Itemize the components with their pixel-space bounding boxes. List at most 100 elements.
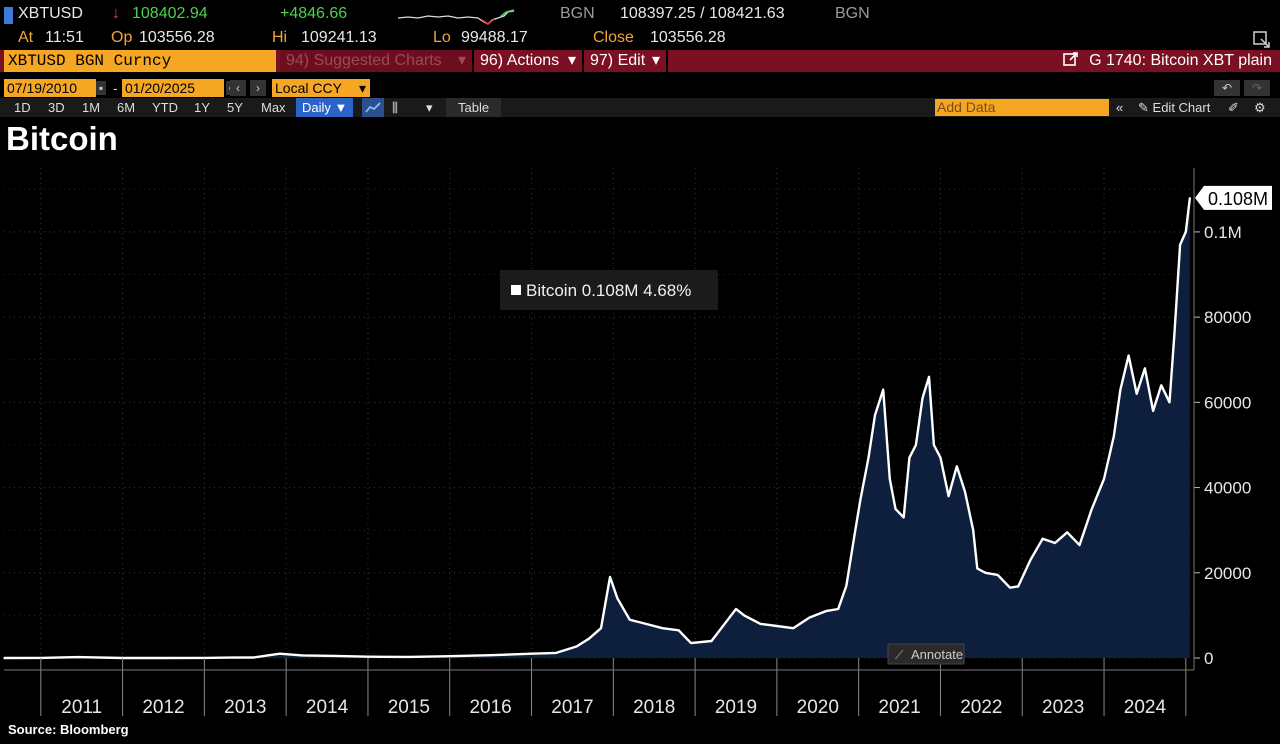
- period-3d[interactable]: 3D: [48, 100, 65, 115]
- period-1y[interactable]: 1Y: [194, 100, 210, 115]
- y-tick-label: 0.1M: [1204, 223, 1242, 242]
- high-label: Hi: [272, 29, 288, 46]
- y-tick-label: 0: [1204, 649, 1213, 668]
- x-tick-label: 2022: [960, 697, 1002, 718]
- edit-menu[interactable]: 97) Edit ▾: [584, 50, 666, 72]
- redo-icon[interactable]: ↷: [1244, 80, 1270, 96]
- period-ytd[interactable]: YTD: [152, 100, 178, 115]
- high-value: 109241.13: [301, 29, 377, 46]
- settings-gear-icon[interactable]: ⚙: [1254, 100, 1266, 115]
- frequency-select[interactable]: Daily ▼: [296, 98, 354, 117]
- undo-icon[interactable]: ↶: [1214, 80, 1240, 96]
- price-source: BGN: [560, 5, 595, 22]
- data-point: [1113, 435, 1115, 438]
- chart-code-title[interactable]: G 1740: Bitcoin XBT plain: [1063, 50, 1272, 72]
- security-field[interactable]: XBTUSD BGN Curncy: [4, 50, 276, 72]
- ticker-symbol[interactable]: XBTUSD: [18, 5, 83, 22]
- calendar-icon[interactable]: ▪: [96, 81, 106, 95]
- edit-chart-label: Edit Chart: [1152, 100, 1211, 115]
- x-tick-label: 2016: [469, 697, 511, 718]
- y-tick-label: 80000: [1204, 308, 1251, 327]
- data-point: [408, 656, 410, 658]
- data-point: [575, 645, 578, 648]
- start-date-input[interactable]: 07/19/2010: [4, 79, 96, 97]
- x-tick-label: 2019: [715, 697, 757, 718]
- legend-swatch: [511, 285, 521, 295]
- edit-layout-icon[interactable]: ✐: [1228, 100, 1239, 115]
- collapse-icon[interactable]: «: [1116, 100, 1124, 115]
- last-price: 108402.94: [132, 5, 208, 22]
- data-point: [939, 456, 942, 459]
- x-tick-label: 2023: [1042, 697, 1084, 718]
- period-5y[interactable]: 5Y: [227, 100, 243, 115]
- table-button[interactable]: Table: [446, 98, 502, 117]
- next-period-icon[interactable]: ›: [250, 80, 266, 96]
- expand-window-icon[interactable]: [1252, 28, 1272, 48]
- actions-menu[interactable]: 96) Actions ▾: [474, 50, 582, 72]
- date-separator: -: [113, 80, 118, 96]
- y-tick-label: 20000: [1204, 564, 1251, 583]
- data-point: [1160, 384, 1163, 387]
- series-area-bitcoin: [4, 197, 1190, 659]
- quote-row-primary: XBTUSD ↓ 108402.94 +4846.66 BGN 108397.2…: [0, 2, 1280, 26]
- open-label: Op: [111, 29, 133, 46]
- data-point: [882, 388, 885, 391]
- period-6m[interactable]: 6M: [117, 100, 136, 115]
- dropdown-caret-icon: ▾: [457, 52, 466, 69]
- series-line-bitcoin: [3, 197, 1192, 660]
- data-point: [956, 465, 958, 468]
- at-label: At: [18, 29, 34, 46]
- close-label: Close: [593, 29, 634, 46]
- function-bar: XBTUSD BGN Curncy 94) Suggested Charts ▾…: [0, 50, 1280, 72]
- add-data-input[interactable]: Add Data: [935, 99, 1109, 116]
- period-1m[interactable]: 1M: [82, 100, 101, 115]
- data-point: [867, 456, 870, 459]
- data-point: [888, 478, 891, 480]
- data-point: [489, 654, 492, 657]
- bid-ask: 108397.25 / 108421.63: [620, 5, 785, 22]
- chart-code-label: G 1740: Bitcoin XBT plain: [1089, 52, 1272, 69]
- data-point: [228, 656, 230, 659]
- low-value: 99488.17: [461, 29, 528, 46]
- suggested-charts-menu[interactable]: 94) Suggested Charts ▾: [280, 50, 472, 72]
- data-point: [162, 657, 165, 659]
- data-point: [874, 414, 876, 416]
- data-point: [587, 638, 590, 640]
- period-max[interactable]: Max: [261, 100, 286, 115]
- data-point: [661, 627, 664, 629]
- suggested-charts-label: 94) Suggested Charts: [286, 52, 442, 69]
- data-point: [947, 495, 950, 497]
- data-point: [1090, 508, 1093, 510]
- edit-chart-button[interactable]: ✎ Edit Chart: [1138, 98, 1210, 117]
- data-point: [792, 627, 795, 629]
- bitcoin-price-chart[interactable]: 0 20000 40000 60000 80000 0.1M 2011 2012 2013 201…: [0, 160, 1280, 720]
- data-point: [743, 614, 745, 617]
- x-tick-label: 2021: [878, 697, 920, 718]
- period-1d[interactable]: 1D: [14, 100, 31, 115]
- annotate-button[interactable]: ⟋ Annotate: [887, 643, 965, 665]
- chart-title: Bitcoin: [6, 120, 118, 157]
- dropdown-caret-icon: ▾: [567, 52, 576, 69]
- data-point: [1119, 388, 1122, 391]
- data-point: [984, 571, 987, 574]
- data-point: [996, 574, 999, 576]
- legend-box: [500, 270, 718, 310]
- line-chart-type-icon[interactable]: [362, 98, 384, 117]
- data-point: [1009, 586, 1011, 589]
- currency-select[interactable]: Local CCY ▾: [272, 79, 370, 97]
- ticker-marker: [4, 7, 13, 24]
- bar-chart-type-icon[interactable]: ⫼: [392, 100, 398, 115]
- data-point: [609, 576, 611, 578]
- prev-period-icon[interactable]: ‹: [230, 80, 246, 96]
- data-point: [825, 610, 827, 612]
- last-value-badge: [1195, 185, 1272, 210]
- data-point: [1168, 401, 1171, 404]
- chart-type-caret-icon[interactable]: ▾: [426, 100, 433, 115]
- data-point: [928, 375, 930, 378]
- legend-label: Bitcoin 0.108M 4.68%: [526, 281, 691, 300]
- data-point: [1179, 243, 1181, 246]
- data-point: [334, 655, 337, 657]
- end-date-input[interactable]: 01/20/2025: [122, 79, 224, 97]
- x-tick-label: 2020: [797, 697, 839, 718]
- data-point: [776, 625, 778, 627]
